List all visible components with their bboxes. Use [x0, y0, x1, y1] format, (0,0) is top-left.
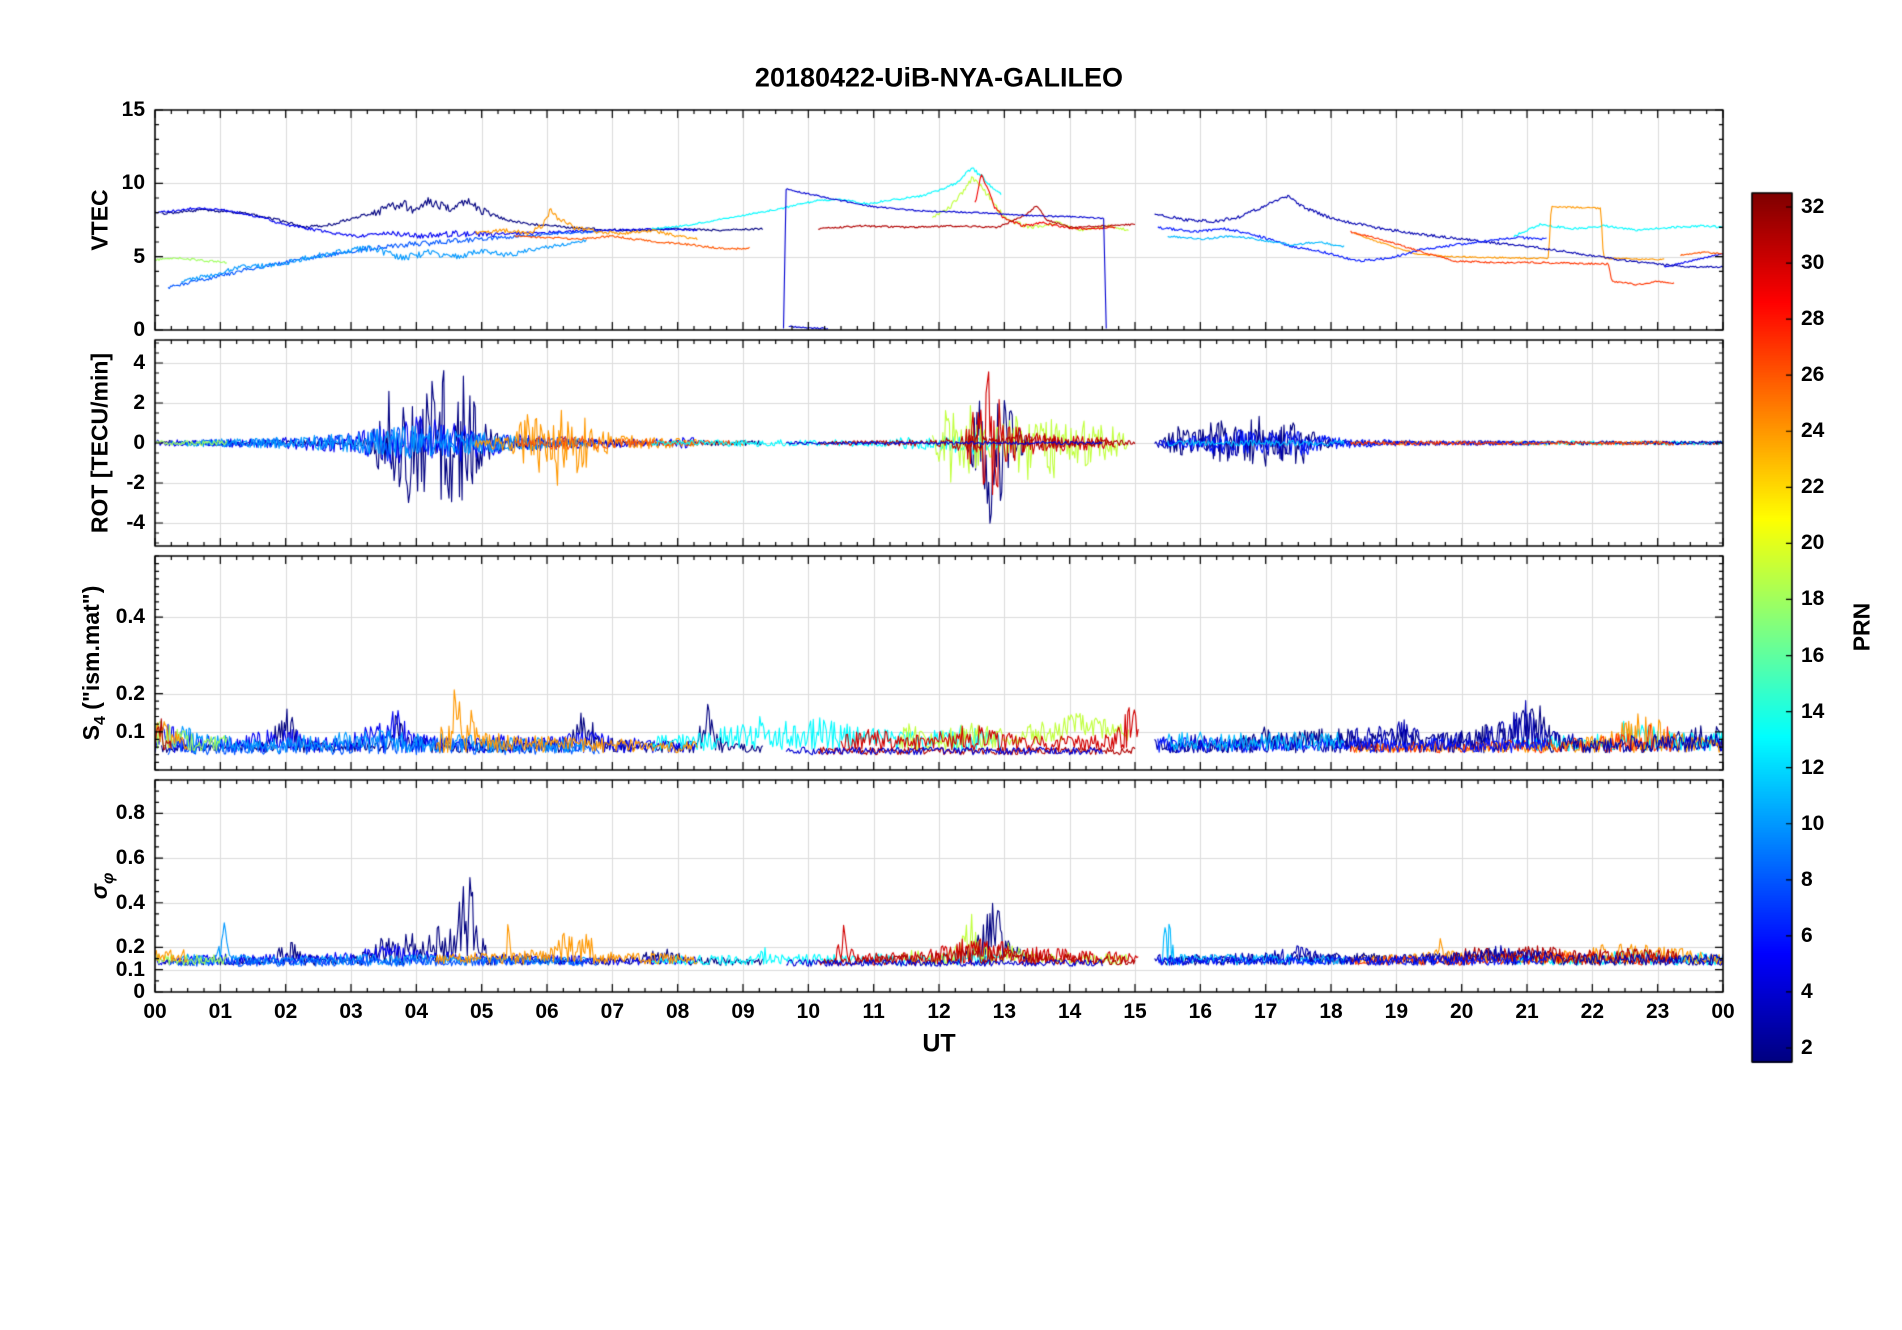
x-tick-label-12: 12 — [927, 1000, 951, 1023]
colorbar-tick-label-26: 26 — [1801, 363, 1825, 387]
y-tick-label-sigma_phi-0.6: 0.6 — [115, 846, 145, 870]
x-tick-label-5: 05 — [469, 1000, 494, 1023]
x-tick-label-8: 08 — [665, 1000, 690, 1023]
colorbar-tick-label-16: 16 — [1801, 643, 1825, 667]
x-tick-label-24: 00 — [1711, 1000, 1735, 1023]
colorbar-tick-label-4: 4 — [1801, 979, 1813, 1003]
y-tick-label-ROT--4: -4 — [126, 511, 145, 534]
y-tick-label-VTEC-0: 0 — [133, 318, 145, 341]
y-axis-label-rot: ROT [TECU/min] — [87, 353, 114, 533]
y-tick-label-sigma_phi-0.8: 0.8 — [115, 801, 145, 825]
x-tick-label-9: 09 — [731, 1000, 755, 1023]
y-axis-label-vtec-text: VTEC — [86, 189, 113, 251]
x-tick-label-13: 13 — [992, 1000, 1017, 1023]
y-tick-label-sigma_phi-0: 0 — [133, 980, 145, 1003]
y-tick-label-sigma_phi-0.1: 0.1 — [115, 957, 145, 981]
y-tick-label-S4-0.4: 0.4 — [115, 605, 145, 629]
y-tick-label-S4-0.1: 0.1 — [115, 719, 145, 743]
x-tick-label-16: 16 — [1188, 1000, 1213, 1023]
x-tick-label-23: 23 — [1645, 1000, 1670, 1023]
colorbar-tick-label-32: 32 — [1801, 195, 1825, 219]
y-axis-label-sigma-phi: σφ — [86, 873, 118, 900]
x-tick-label-7: 07 — [600, 1000, 625, 1023]
y-axis-label-vtec: VTEC — [87, 189, 114, 250]
x-tick-label-4: 04 — [404, 1000, 429, 1023]
x-tick-label-14: 14 — [1057, 1000, 1082, 1023]
x-tick-label-17: 17 — [1253, 1000, 1278, 1023]
colorbar-tick-label-22: 22 — [1801, 475, 1825, 499]
x-tick-label-22: 22 — [1580, 1000, 1605, 1023]
colorbar-label: PRN — [1848, 602, 1875, 652]
y-tick-label-ROT-2: 2 — [133, 391, 145, 414]
colorbar-tick-label-30: 30 — [1801, 251, 1825, 275]
y-tick-label-S4-0.2: 0.2 — [115, 681, 145, 705]
y-tick-label-ROT-4: 4 — [133, 351, 145, 374]
colorbar-tick-label-14: 14 — [1801, 699, 1825, 723]
y-tick-label-VTEC-5: 5 — [133, 244, 145, 268]
y-tick-label-sigma_phi-0.4: 0.4 — [115, 890, 145, 914]
y-axis-label-s4-rest: ("ism.mat") — [78, 585, 105, 717]
y-axis-label-s4-main: S — [78, 725, 105, 741]
colorbar-tick-label-24: 24 — [1801, 419, 1825, 443]
colorbar-tick-label-2: 2 — [1801, 1035, 1813, 1059]
y-tick-label-VTEC-10: 10 — [121, 171, 145, 195]
x-tick-label-21: 21 — [1515, 1000, 1539, 1023]
y-axis-label-rot-text: ROT [TECU/min] — [86, 352, 113, 534]
y-tick-label-ROT-0: 0 — [133, 431, 145, 454]
y-tick-label-ROT--2: -2 — [126, 471, 145, 494]
y-axis-label-sigma-main: σ — [86, 884, 113, 900]
x-tick-label-19: 19 — [1384, 1000, 1409, 1023]
chart-title: 20180422-UiB-NYA-GALILEO — [754, 62, 1124, 93]
colorbar-tick-label-12: 12 — [1801, 755, 1825, 779]
colorbar-tick-label-8: 8 — [1801, 867, 1813, 891]
colorbar-tick-label-28: 28 — [1801, 307, 1825, 331]
colorbar-tick-label-20: 20 — [1801, 531, 1825, 555]
x-tick-label-2: 02 — [273, 1000, 298, 1023]
colorbar-tick-label-10: 10 — [1801, 811, 1825, 835]
x-tick-label-10: 10 — [796, 1000, 821, 1023]
y-tick-label-VTEC-15: 15 — [121, 98, 145, 121]
x-tick-label-11: 11 — [862, 1000, 885, 1023]
y-tick-label-sigma_phi-0.2: 0.2 — [115, 935, 145, 959]
x-tick-label-20: 20 — [1449, 1000, 1474, 1023]
x-tick-label-0: 00 — [143, 1000, 167, 1023]
x-axis-label: UT — [922, 1029, 956, 1058]
y-axis-label-s4-sub: 4 — [90, 716, 109, 726]
colorbar-tick-label-18: 18 — [1801, 587, 1825, 611]
colorbar-tick-label-6: 6 — [1801, 923, 1813, 947]
x-tick-label-1: 01 — [208, 1000, 233, 1023]
x-tick-label-6: 06 — [535, 1000, 559, 1023]
y-axis-label-sigma-sub: φ — [98, 872, 117, 885]
x-tick-label-3: 03 — [339, 1000, 363, 1023]
y-axis-label-s4: S4 ("ism.mat") — [78, 586, 110, 741]
x-tick-label-18: 18 — [1319, 1000, 1343, 1023]
x-tick-label-15: 15 — [1123, 1000, 1147, 1023]
